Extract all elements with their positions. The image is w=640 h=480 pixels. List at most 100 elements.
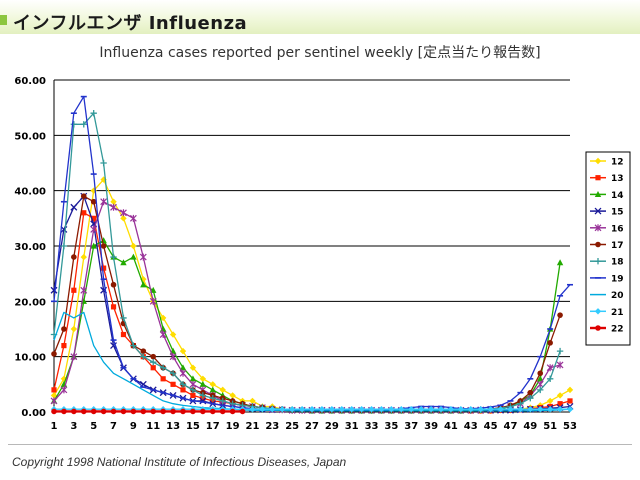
legend-marker-14 <box>594 191 602 197</box>
data-point-16 <box>159 331 167 339</box>
data-point-14 <box>140 281 147 288</box>
data-point-18 <box>130 342 137 349</box>
data-point-18 <box>179 381 187 388</box>
data-point-14 <box>179 364 187 371</box>
data-point-21 <box>457 406 465 413</box>
x-tick-label: 17 <box>206 421 220 432</box>
data-point-17 <box>110 281 117 288</box>
legend-marker-18 <box>594 258 602 265</box>
data-point-18 <box>189 386 197 394</box>
data-point-21 <box>477 406 484 413</box>
data-point-22 <box>170 408 176 415</box>
data-point-16 <box>100 198 108 206</box>
data-point-21 <box>437 406 445 413</box>
x-tick-label: 25 <box>285 421 299 432</box>
chart-title: Influenza cases reported per sentinel we… <box>99 45 541 61</box>
data-point-16 <box>139 253 147 261</box>
data-point-13 <box>120 331 127 338</box>
data-point-21 <box>338 406 345 413</box>
data-point-13 <box>81 210 87 216</box>
data-point-13 <box>71 287 77 293</box>
x-tick-label: 49 <box>523 421 537 432</box>
data-point-12 <box>189 364 197 371</box>
data-point-21 <box>417 406 425 413</box>
data-point-22 <box>180 408 186 415</box>
data-point-17 <box>150 353 157 360</box>
x-tick-label: 7 <box>110 421 117 432</box>
legend-label-12: 12 <box>611 158 624 168</box>
data-point-22 <box>51 408 57 415</box>
legend-label-21: 21 <box>611 308 624 318</box>
x-tick-label: 3 <box>70 421 77 432</box>
data-point-17 <box>71 254 77 260</box>
y-tick-label: 20.00 <box>14 297 46 308</box>
data-point-17 <box>557 312 563 318</box>
data-point-21 <box>279 406 286 413</box>
data-point-16 <box>120 209 127 217</box>
x-tick-label: 53 <box>563 421 577 432</box>
data-point-21 <box>517 406 524 413</box>
legend-label-13: 13 <box>611 174 624 184</box>
y-tick-label: 30.00 <box>14 242 46 253</box>
legend-marker-17 <box>595 241 601 248</box>
data-point-21 <box>288 406 296 413</box>
data-point-21 <box>497 406 504 413</box>
data-point-13 <box>110 304 117 310</box>
legend-label-19: 19 <box>611 274 624 284</box>
x-tick-label: 35 <box>384 421 398 432</box>
data-point-18 <box>556 347 564 355</box>
data-point-16 <box>536 380 544 388</box>
x-tick-label: 39 <box>424 421 438 432</box>
x-tick-label: 29 <box>325 421 339 432</box>
data-point-18 <box>90 110 97 117</box>
y-tick-label: 50.00 <box>14 131 46 142</box>
data-point-14 <box>199 380 207 387</box>
data-point-18 <box>70 121 78 128</box>
data-point-22 <box>100 408 107 415</box>
legend-box <box>585 151 631 346</box>
x-tick-label: 5 <box>90 421 97 432</box>
data-point-18 <box>120 314 127 322</box>
series-line-17 <box>53 195 561 411</box>
legend-marker-16 <box>594 224 602 232</box>
data-point-12 <box>120 215 127 222</box>
data-point-14 <box>189 375 197 382</box>
legend-label-22: 22 <box>611 325 624 335</box>
data-point-18 <box>100 159 107 167</box>
data-point-14 <box>556 259 564 266</box>
series-line-16 <box>53 201 561 411</box>
data-point-16 <box>110 203 117 211</box>
legend-marker-12 <box>594 157 602 165</box>
x-tick-label: 31 <box>345 421 359 432</box>
data-point-16 <box>556 361 564 369</box>
data-point-21 <box>259 406 266 413</box>
x-tick-label: 21 <box>246 421 260 432</box>
data-point-18 <box>517 400 524 407</box>
data-point-18 <box>140 353 147 360</box>
data-point-21 <box>388 406 395 413</box>
data-point-18 <box>219 397 226 405</box>
data-point-13 <box>567 398 573 404</box>
data-point-18 <box>527 394 534 402</box>
data-point-13 <box>190 392 196 398</box>
data-point-12 <box>70 325 78 333</box>
data-point-12 <box>546 397 554 405</box>
x-tick-label: 51 <box>543 421 557 432</box>
x-tick-label: 1 <box>51 421 58 432</box>
data-point-21 <box>269 406 276 413</box>
data-point-22 <box>229 408 236 415</box>
data-point-14 <box>537 375 544 382</box>
data-point-12 <box>130 242 137 250</box>
legend-label-18: 18 <box>611 258 624 268</box>
data-point-16 <box>169 353 177 361</box>
data-point-17 <box>527 389 534 396</box>
data-point-18 <box>159 364 167 371</box>
data-point-16 <box>90 225 98 233</box>
data-point-12 <box>80 253 87 261</box>
data-point-13 <box>91 215 97 221</box>
data-point-13 <box>170 381 176 387</box>
data-point-13 <box>61 343 67 349</box>
data-point-16 <box>80 286 88 294</box>
data-point-18 <box>169 370 177 377</box>
data-point-22 <box>190 408 196 415</box>
